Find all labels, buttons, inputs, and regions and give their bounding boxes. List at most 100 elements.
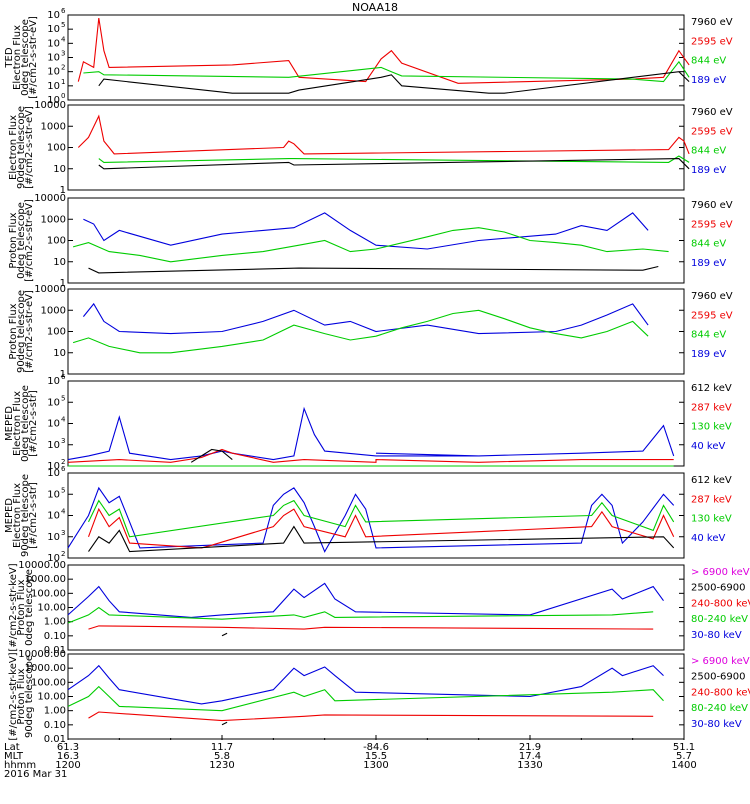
- legend-entry: 40 keV: [691, 441, 725, 452]
- legend-entry: 30-80 keV: [691, 719, 742, 730]
- series-line-blue: [67, 582, 664, 618]
- series-line-red: [88, 711, 654, 722]
- y-tick-label: 10: [47, 468, 60, 479]
- y-tick-label: 10: [47, 67, 60, 78]
- y-tick-label: 10: [47, 553, 60, 564]
- y-tick-exponent: 5: [61, 394, 65, 402]
- y-tick-label: 10: [47, 532, 60, 543]
- legend-entry: 240-800 keV: [691, 598, 750, 609]
- y-axis-label: [#/cm2-s-str-eV]: [28, 16, 39, 99]
- legend-entry: 612 keV: [691, 475, 732, 486]
- y-axis-label: Proton Flux: [16, 668, 27, 724]
- y-axis-label: [#/cm2-s-str-keV]: [8, 652, 19, 740]
- series-line-red: [88, 625, 654, 630]
- legend-entry: 2595 eV: [691, 219, 733, 230]
- series-line-black: [88, 265, 659, 274]
- y-tick-label: 1.00: [44, 617, 66, 628]
- y-tick-label: 10: [47, 440, 60, 451]
- legend-entry: 7960 eV: [691, 107, 733, 118]
- y-axis-label: Proton Flux: [8, 212, 19, 268]
- y-tick-exponent: 2: [61, 458, 65, 466]
- legend-entry: > 6900 keV: [691, 567, 750, 578]
- x-tick-label: 61.3: [57, 742, 79, 753]
- y-axis-label: 90deg telescope: [20, 474, 31, 557]
- y-tick-label: 1.00: [44, 706, 66, 717]
- x-tick-label: 17.4: [519, 751, 541, 762]
- series-line-blue: [83, 212, 649, 250]
- series-line-green: [72, 309, 649, 354]
- panel-frame: [67, 104, 685, 191]
- y-tick-exponent: 3: [61, 437, 65, 445]
- y-tick-label: 10: [47, 511, 60, 522]
- y-tick-exponent: 6: [61, 373, 66, 381]
- series-line-green: [98, 155, 690, 163]
- y-tick-label: 10: [47, 397, 60, 408]
- legend-entry: 7960 eV: [691, 17, 733, 28]
- y-tick-label: 0.10: [44, 631, 66, 642]
- panel-frame: [67, 14, 685, 101]
- x-tick-label: 5.8: [214, 751, 230, 762]
- legend-entry: 7960 eV: [691, 200, 733, 211]
- series-line-black: [221, 721, 228, 726]
- y-tick-label: 10: [47, 38, 60, 49]
- legend-entry: 189 eV: [691, 349, 726, 360]
- y-axis-label: 0deg telescope: [20, 19, 31, 96]
- y-tick-label: 10: [53, 164, 66, 175]
- y-tick-exponent: 1: [61, 78, 65, 86]
- legend-entry: 80-240 keV: [691, 614, 748, 625]
- y-axis-label: Electron Flux: [12, 391, 23, 456]
- y-tick-label: 10.00: [37, 692, 66, 703]
- y-axis-label: [#/cm2-s-str-eV]: [24, 290, 35, 373]
- y-tick-label: 10000: [34, 193, 66, 204]
- y-tick-label: 10: [47, 10, 60, 21]
- legend-entry: 189 eV: [691, 258, 726, 269]
- y-axis-label: 0deg telescope: [24, 569, 35, 646]
- x-tick-label: 1330: [517, 760, 542, 771]
- panel-frame: [67, 564, 685, 651]
- chart-title: NOAA18: [352, 1, 398, 14]
- y-tick-label: 10000.00: [18, 649, 66, 660]
- y-tick-label: 10: [47, 461, 60, 472]
- x-tick-label: 15.5: [365, 751, 387, 762]
- y-axis-label: 90deg telescope: [16, 106, 27, 189]
- y-tick-label: 10000.00: [18, 560, 66, 571]
- series-line-blue: [82, 302, 649, 335]
- series-line-black: [190, 448, 233, 463]
- legend-entry: 287 keV: [691, 402, 732, 413]
- y-axis-label: [#/cm2-s-str]: [28, 482, 39, 549]
- y-tick-label: 10: [53, 348, 66, 359]
- y-axis-label: Electron Flux: [8, 115, 19, 180]
- legend-entry: 2595 eV: [691, 126, 733, 137]
- x-tick-label: 1230: [209, 760, 234, 771]
- y-axis-label: 90deg telescope: [24, 655, 35, 738]
- y-axis-label: [#/cm2-s-str]: [28, 390, 39, 457]
- y-tick-label: 10: [47, 489, 60, 500]
- y-tick-label: 0.10: [44, 720, 66, 731]
- y-axis-label: Electron Flux: [12, 483, 23, 548]
- y-axis-label: MEPED: [4, 406, 15, 441]
- y-tick-label: 10.00: [37, 603, 66, 614]
- y-axis-label: [#/cm2-s-str-keV]: [8, 563, 19, 651]
- y-axis-label: [#/cm2-s-str-eV]: [24, 106, 35, 189]
- legend-entry: 80-240 keV: [691, 703, 748, 714]
- legend-entry: > 6900 keV: [691, 656, 750, 667]
- y-tick-label: 100.00: [31, 677, 66, 688]
- y-tick-label: 100.00: [31, 588, 66, 599]
- y-tick-label: 100: [47, 143, 66, 154]
- legend-entry: 240-800 keV: [691, 687, 750, 698]
- y-tick-label: 10: [47, 24, 60, 35]
- y-tick-exponent: 2: [61, 550, 65, 558]
- date-label: 2016 Mar 31: [4, 769, 67, 780]
- y-tick-label: 1000: [41, 214, 66, 225]
- series-line-green: [67, 606, 654, 624]
- x-row-label: MLT: [4, 751, 24, 762]
- series-line-red: [77, 18, 690, 84]
- x-tick-label: 51.1: [673, 742, 695, 753]
- legend-entry: 189 eV: [691, 75, 726, 86]
- series-line-green: [72, 227, 669, 263]
- y-tick-label: 10000: [34, 284, 66, 295]
- y-tick-exponent: 3: [61, 50, 65, 58]
- y-tick-exponent: 4: [61, 508, 66, 516]
